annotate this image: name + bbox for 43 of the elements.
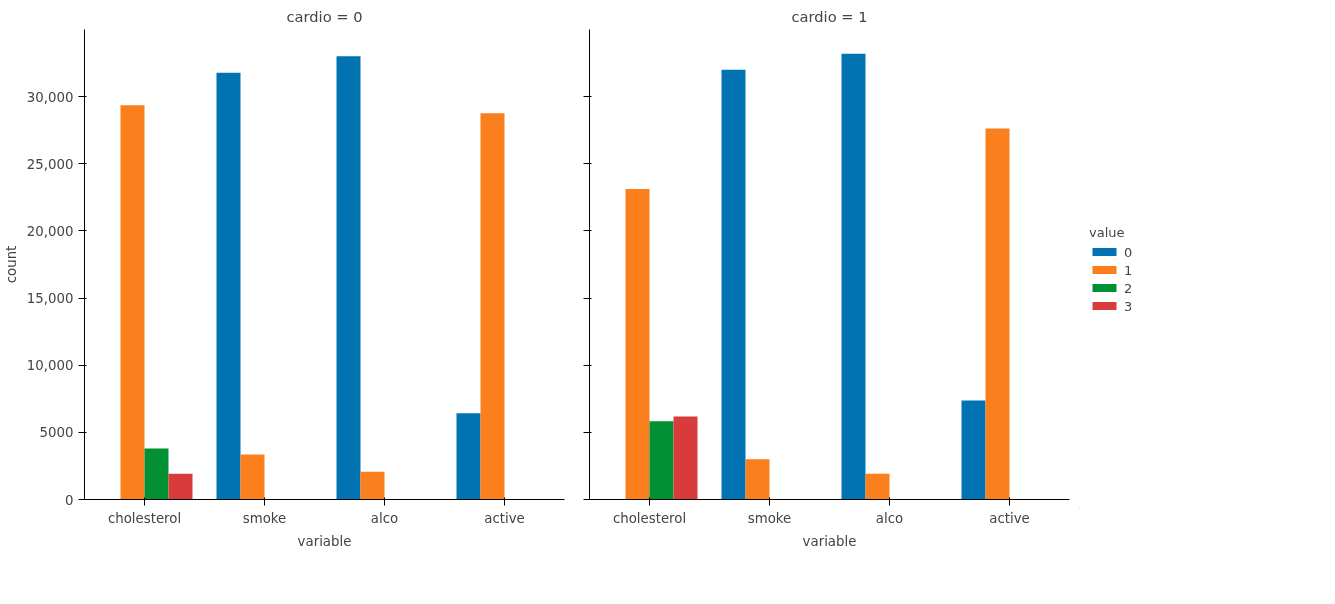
bar — [649, 421, 674, 500]
bar — [721, 69, 746, 500]
x-tick-label: smoke — [747, 510, 792, 526]
bar — [120, 105, 145, 500]
y-tick-label: 0 — [65, 492, 74, 508]
bar — [480, 113, 505, 500]
legend-label: 2 — [1124, 280, 1134, 295]
y-tick-label: 30,000 — [26, 89, 74, 105]
x-tick-label: active — [484, 510, 525, 526]
bar — [360, 471, 385, 500]
bar — [168, 473, 193, 500]
bar — [841, 53, 866, 500]
bar — [625, 188, 650, 500]
y-tick-label: 20,000 — [26, 223, 74, 239]
legend-title: value — [1089, 224, 1126, 239]
bar — [865, 473, 890, 500]
bar — [216, 72, 241, 500]
chart-title: cardio = 1 — [791, 7, 868, 25]
x-axis-title: variable — [802, 533, 857, 549]
bar — [745, 459, 770, 500]
legend-label: 3 — [1124, 298, 1134, 313]
x-tick-label: cholesterol — [612, 510, 687, 526]
legend-label: 0 — [1124, 244, 1134, 259]
x-axis-title: variable — [297, 533, 352, 549]
legend-label: 1 — [1124, 262, 1134, 277]
x-tick-label: cholesterol — [107, 510, 182, 526]
y-tick-label: 10,000 — [26, 358, 74, 374]
chart-title: cardio = 0 — [286, 7, 363, 25]
x-tick-label: active — [989, 510, 1030, 526]
bar — [336, 56, 361, 500]
y-tick-label: 5000 — [39, 425, 74, 441]
bar — [456, 413, 481, 500]
x-tick-label: alco — [370, 510, 399, 526]
x-tick-label: smoke — [242, 510, 287, 526]
bar — [961, 400, 986, 500]
bar — [673, 416, 698, 500]
bar — [240, 454, 265, 500]
y-tick-label: 25,000 — [26, 156, 74, 172]
bar — [144, 448, 169, 500]
y-tick-label: 15,000 — [26, 291, 74, 307]
y-axis-title: count — [3, 245, 19, 284]
x-tick-label: alco — [875, 510, 904, 526]
bar — [985, 128, 1010, 500]
